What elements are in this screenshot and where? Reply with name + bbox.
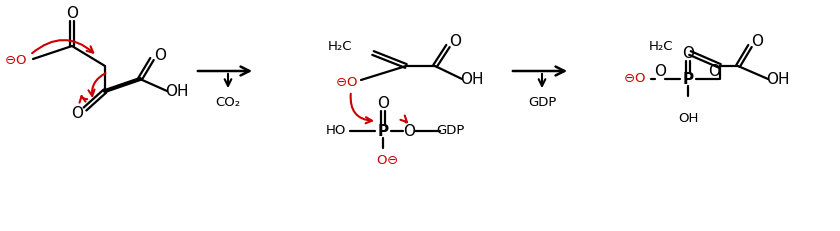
Text: P: P bbox=[682, 72, 694, 86]
Text: P: P bbox=[377, 124, 389, 139]
Text: GDP: GDP bbox=[436, 125, 465, 137]
Text: O: O bbox=[154, 48, 166, 63]
Text: OH: OH bbox=[460, 72, 484, 86]
Text: OH: OH bbox=[766, 72, 790, 86]
Text: O: O bbox=[682, 46, 694, 61]
Text: $\ominus$O: $\ominus$O bbox=[334, 76, 358, 89]
Text: O: O bbox=[708, 64, 720, 79]
Text: O: O bbox=[71, 106, 83, 121]
Text: HO: HO bbox=[326, 125, 346, 137]
Text: O: O bbox=[449, 34, 461, 49]
Text: O$\ominus$: O$\ominus$ bbox=[375, 154, 398, 167]
Text: GDP: GDP bbox=[528, 97, 556, 109]
Text: O: O bbox=[377, 95, 389, 110]
Text: H₂C: H₂C bbox=[648, 40, 673, 52]
Text: H₂C: H₂C bbox=[328, 40, 352, 52]
Text: O: O bbox=[751, 34, 763, 49]
Text: CO₂: CO₂ bbox=[215, 97, 240, 109]
Text: O: O bbox=[66, 6, 78, 21]
Text: OH: OH bbox=[678, 112, 698, 125]
Text: OH: OH bbox=[165, 83, 189, 98]
Text: O: O bbox=[403, 124, 415, 139]
Text: $\ominus$O: $\ominus$O bbox=[3, 55, 26, 67]
Text: O: O bbox=[654, 64, 666, 79]
Text: $\ominus$O: $\ominus$O bbox=[622, 73, 645, 85]
